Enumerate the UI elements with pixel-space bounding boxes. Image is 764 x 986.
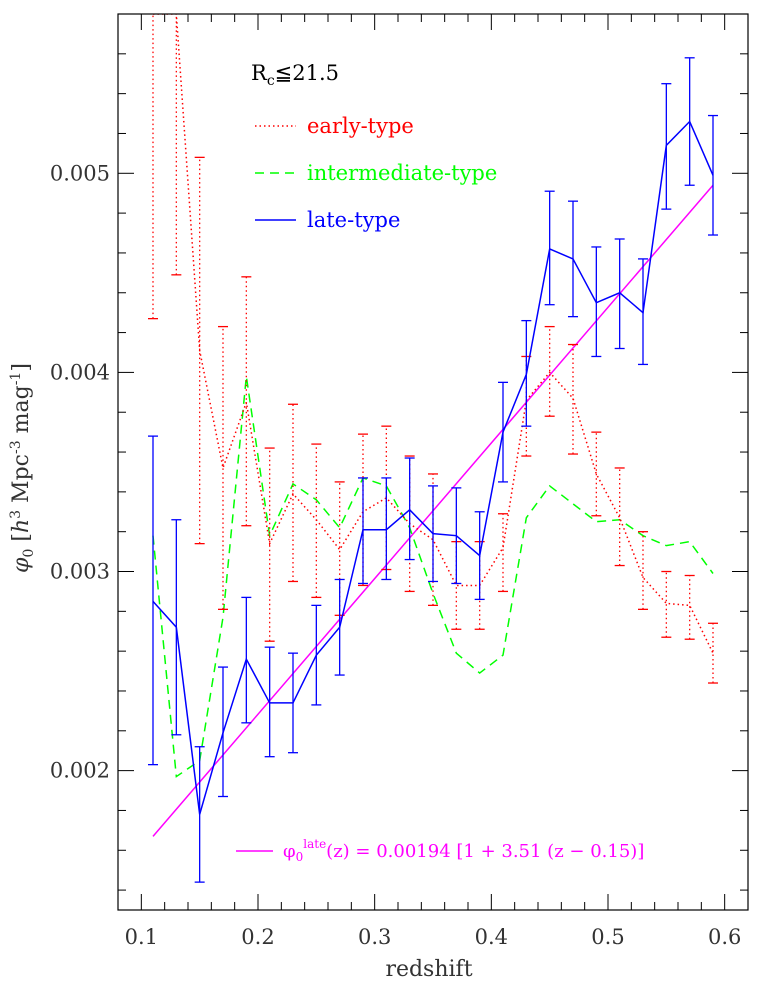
y-tick-label: 0.002 bbox=[50, 759, 110, 783]
legend-intermediate-label: intermediate-type bbox=[307, 161, 497, 185]
fit-eq-sub: 0 bbox=[296, 850, 304, 864]
fit-legend: φ0late(z) = 0.00194 [1 + 3.51 (z − 0.15)… bbox=[236, 837, 644, 864]
series-line-late bbox=[152, 120, 714, 815]
x-tick-label: 0.1 bbox=[125, 925, 158, 949]
y-tick-label: 0.005 bbox=[50, 161, 110, 185]
x-tick-label: 0.2 bbox=[241, 925, 274, 949]
legend-early-label: early-type bbox=[307, 114, 414, 138]
x-tick-label: 0.6 bbox=[708, 925, 741, 949]
x-axis-title: redshift bbox=[385, 957, 472, 982]
y-axis-title: φ0 [h3 Mpc-3 mag-1] bbox=[8, 363, 37, 573]
fit-equation: φ0late(z) = 0.00194 [1 + 3.51 (z − 0.15)… bbox=[283, 837, 644, 864]
legend-late-label: late-type bbox=[307, 208, 400, 232]
fit-eq-phi: φ bbox=[283, 841, 296, 862]
series-line-early bbox=[153, 14, 714, 654]
fit-eq-rest: (z) = 0.00194 [1 + 3.51 (z − 0.15)] bbox=[326, 841, 644, 862]
x-tick-label: 0.5 bbox=[591, 925, 624, 949]
y-tick-label: 0.004 bbox=[50, 360, 110, 384]
plot-frame bbox=[117, 13, 749, 911]
y-tick-label: 0.003 bbox=[50, 560, 110, 584]
selection-label: Rc≦21.5 bbox=[251, 61, 339, 89]
x-tick-label: 0.4 bbox=[475, 925, 508, 949]
x-tick-label: 0.3 bbox=[358, 925, 391, 949]
fit-eq-sup: late bbox=[303, 837, 326, 851]
legend: early-type intermediate-type late-type bbox=[255, 114, 497, 232]
